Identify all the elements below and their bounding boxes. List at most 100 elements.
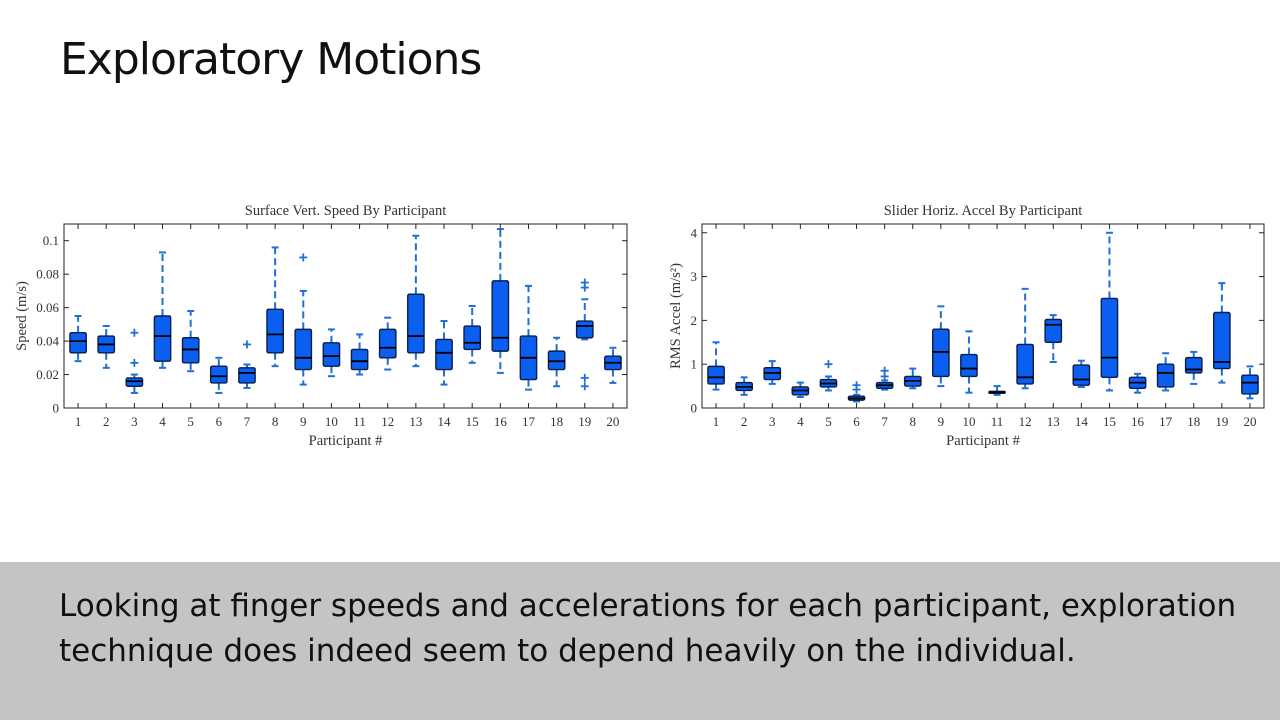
box-participant-13: [407, 234, 425, 368]
box-participant-18: [547, 336, 566, 388]
plot-frame: [701, 223, 1265, 409]
box-participant-11: [988, 385, 1006, 396]
x-tick-label: 3: [131, 414, 138, 429]
iqr-box: [463, 325, 482, 351]
x-tick-label: 14: [1075, 414, 1089, 429]
chart-title: Surface Vert. Speed By Participant: [245, 203, 446, 219]
box-participant-7: [238, 340, 256, 389]
iqr-box: [1044, 318, 1063, 343]
x-tick-label: 11: [991, 414, 1004, 429]
box-participant-17: [519, 284, 538, 391]
x-tick-label: 16: [1131, 414, 1145, 429]
box-participant-14: [435, 320, 453, 386]
x-tick-label: 2: [103, 414, 110, 429]
box-participant-8: [266, 246, 284, 368]
x-tick-label: 9: [300, 414, 307, 429]
iqr-box: [350, 348, 369, 371]
slide-title: Exploratory Motions: [60, 34, 482, 85]
x-tick-label: 14: [438, 414, 452, 429]
x-tick-label: 6: [853, 414, 860, 429]
y-tick-label: 0.06: [36, 300, 59, 315]
iqr-box: [266, 308, 284, 354]
chart-title: Slider Horiz. Accel By Participant: [884, 203, 1083, 219]
y-axis-label: Speed (m/s): [14, 281, 30, 351]
x-tick-label: 4: [797, 414, 804, 429]
x-tick-label: 13: [1047, 414, 1060, 429]
iqr-box: [491, 280, 510, 352]
iqr-box: [1072, 364, 1091, 386]
iqr-box: [1016, 343, 1034, 385]
x-tick-label: 12: [381, 414, 394, 429]
box-participant-14: [1072, 359, 1091, 388]
x-tick-label: 5: [825, 414, 832, 429]
iqr-box: [435, 338, 453, 371]
accel-boxplot-chart: Slider Horiz. Accel By Participant012341…: [668, 203, 1265, 449]
box-participant-10: [322, 328, 341, 378]
x-tick-label: 8: [272, 414, 279, 429]
x-tick-label: 10: [325, 414, 338, 429]
y-tick-label: 0: [691, 401, 698, 416]
box-participant-18: [1184, 350, 1203, 385]
box-participant-19: [575, 278, 594, 391]
iqr-box: [960, 353, 978, 378]
box-participant-17: [1156, 352, 1175, 392]
box-participant-8: [903, 367, 922, 390]
x-tick-label: 19: [578, 414, 591, 429]
iqr-box: [69, 332, 87, 354]
box-participant-9: [294, 253, 313, 386]
speed-boxplot-chart: Surface Vert. Speed By Participant 0 0.02 0…: [14, 203, 628, 449]
box-participant-16: [1128, 372, 1147, 394]
box-participant-1: [69, 315, 87, 363]
iqr-box: [322, 342, 341, 367]
box-participant-5: [181, 309, 200, 373]
x-tick-label: 1: [713, 414, 720, 429]
box-participant-2: [735, 376, 753, 396]
box-participant-2: [97, 325, 116, 369]
plot-frame: [63, 223, 628, 409]
iqr-box: [294, 328, 313, 371]
y-tick-label: 0.04: [36, 334, 59, 349]
iqr-box: [407, 293, 425, 354]
iqr-box: [1213, 311, 1231, 370]
box-participant-9: [932, 305, 950, 388]
box-participant-15: [1100, 231, 1119, 392]
iqr-box: [575, 320, 594, 339]
box-participant-10: [960, 330, 978, 394]
box-participant-12: [1016, 287, 1034, 390]
y-tick-label: 4: [691, 225, 698, 240]
x-tick-label: 20: [1243, 414, 1256, 429]
y-tick-label: 2: [691, 313, 698, 328]
x-tick-label: 16: [494, 414, 508, 429]
iqr-box: [1156, 363, 1175, 388]
iqr-box: [378, 328, 397, 359]
x-tick-label: 18: [1187, 414, 1200, 429]
y-axis-label: RMS Accel (m/s²): [668, 263, 684, 369]
iqr-box: [238, 367, 256, 384]
x-tick-label: 5: [187, 414, 194, 429]
y-tick-label: 0.08: [36, 267, 59, 282]
x-tick-label: 19: [1215, 414, 1228, 429]
y-tick-label: 1: [691, 357, 698, 372]
x-tick-label: 7: [881, 414, 888, 429]
x-tick-label: 1: [75, 414, 82, 429]
box-participant-11: [350, 333, 369, 376]
x-tick-label: 2: [741, 414, 748, 429]
box-participant-6: [209, 356, 228, 394]
box-participant-15: [463, 304, 482, 364]
x-tick-label: 9: [938, 414, 945, 429]
iqr-box: [153, 315, 172, 362]
box-participant-3: [125, 328, 144, 394]
x-tick-label: 15: [1103, 414, 1116, 429]
x-tick-label: 17: [1159, 414, 1173, 429]
x-tick-label: 7: [244, 414, 251, 429]
x-axis-label: Participant #: [309, 433, 383, 449]
caption-band: Looking at finger speeds and acceleratio…: [0, 562, 1280, 720]
box-participant-6: [847, 381, 866, 403]
x-tick-label: 13: [409, 414, 422, 429]
x-tick-label: 15: [466, 414, 479, 429]
box-participant-13: [1044, 314, 1063, 363]
y-tick-label: 0.1: [43, 233, 59, 248]
x-tick-label: 20: [606, 414, 619, 429]
iqr-box: [1100, 297, 1119, 379]
iqr-box: [707, 365, 725, 385]
